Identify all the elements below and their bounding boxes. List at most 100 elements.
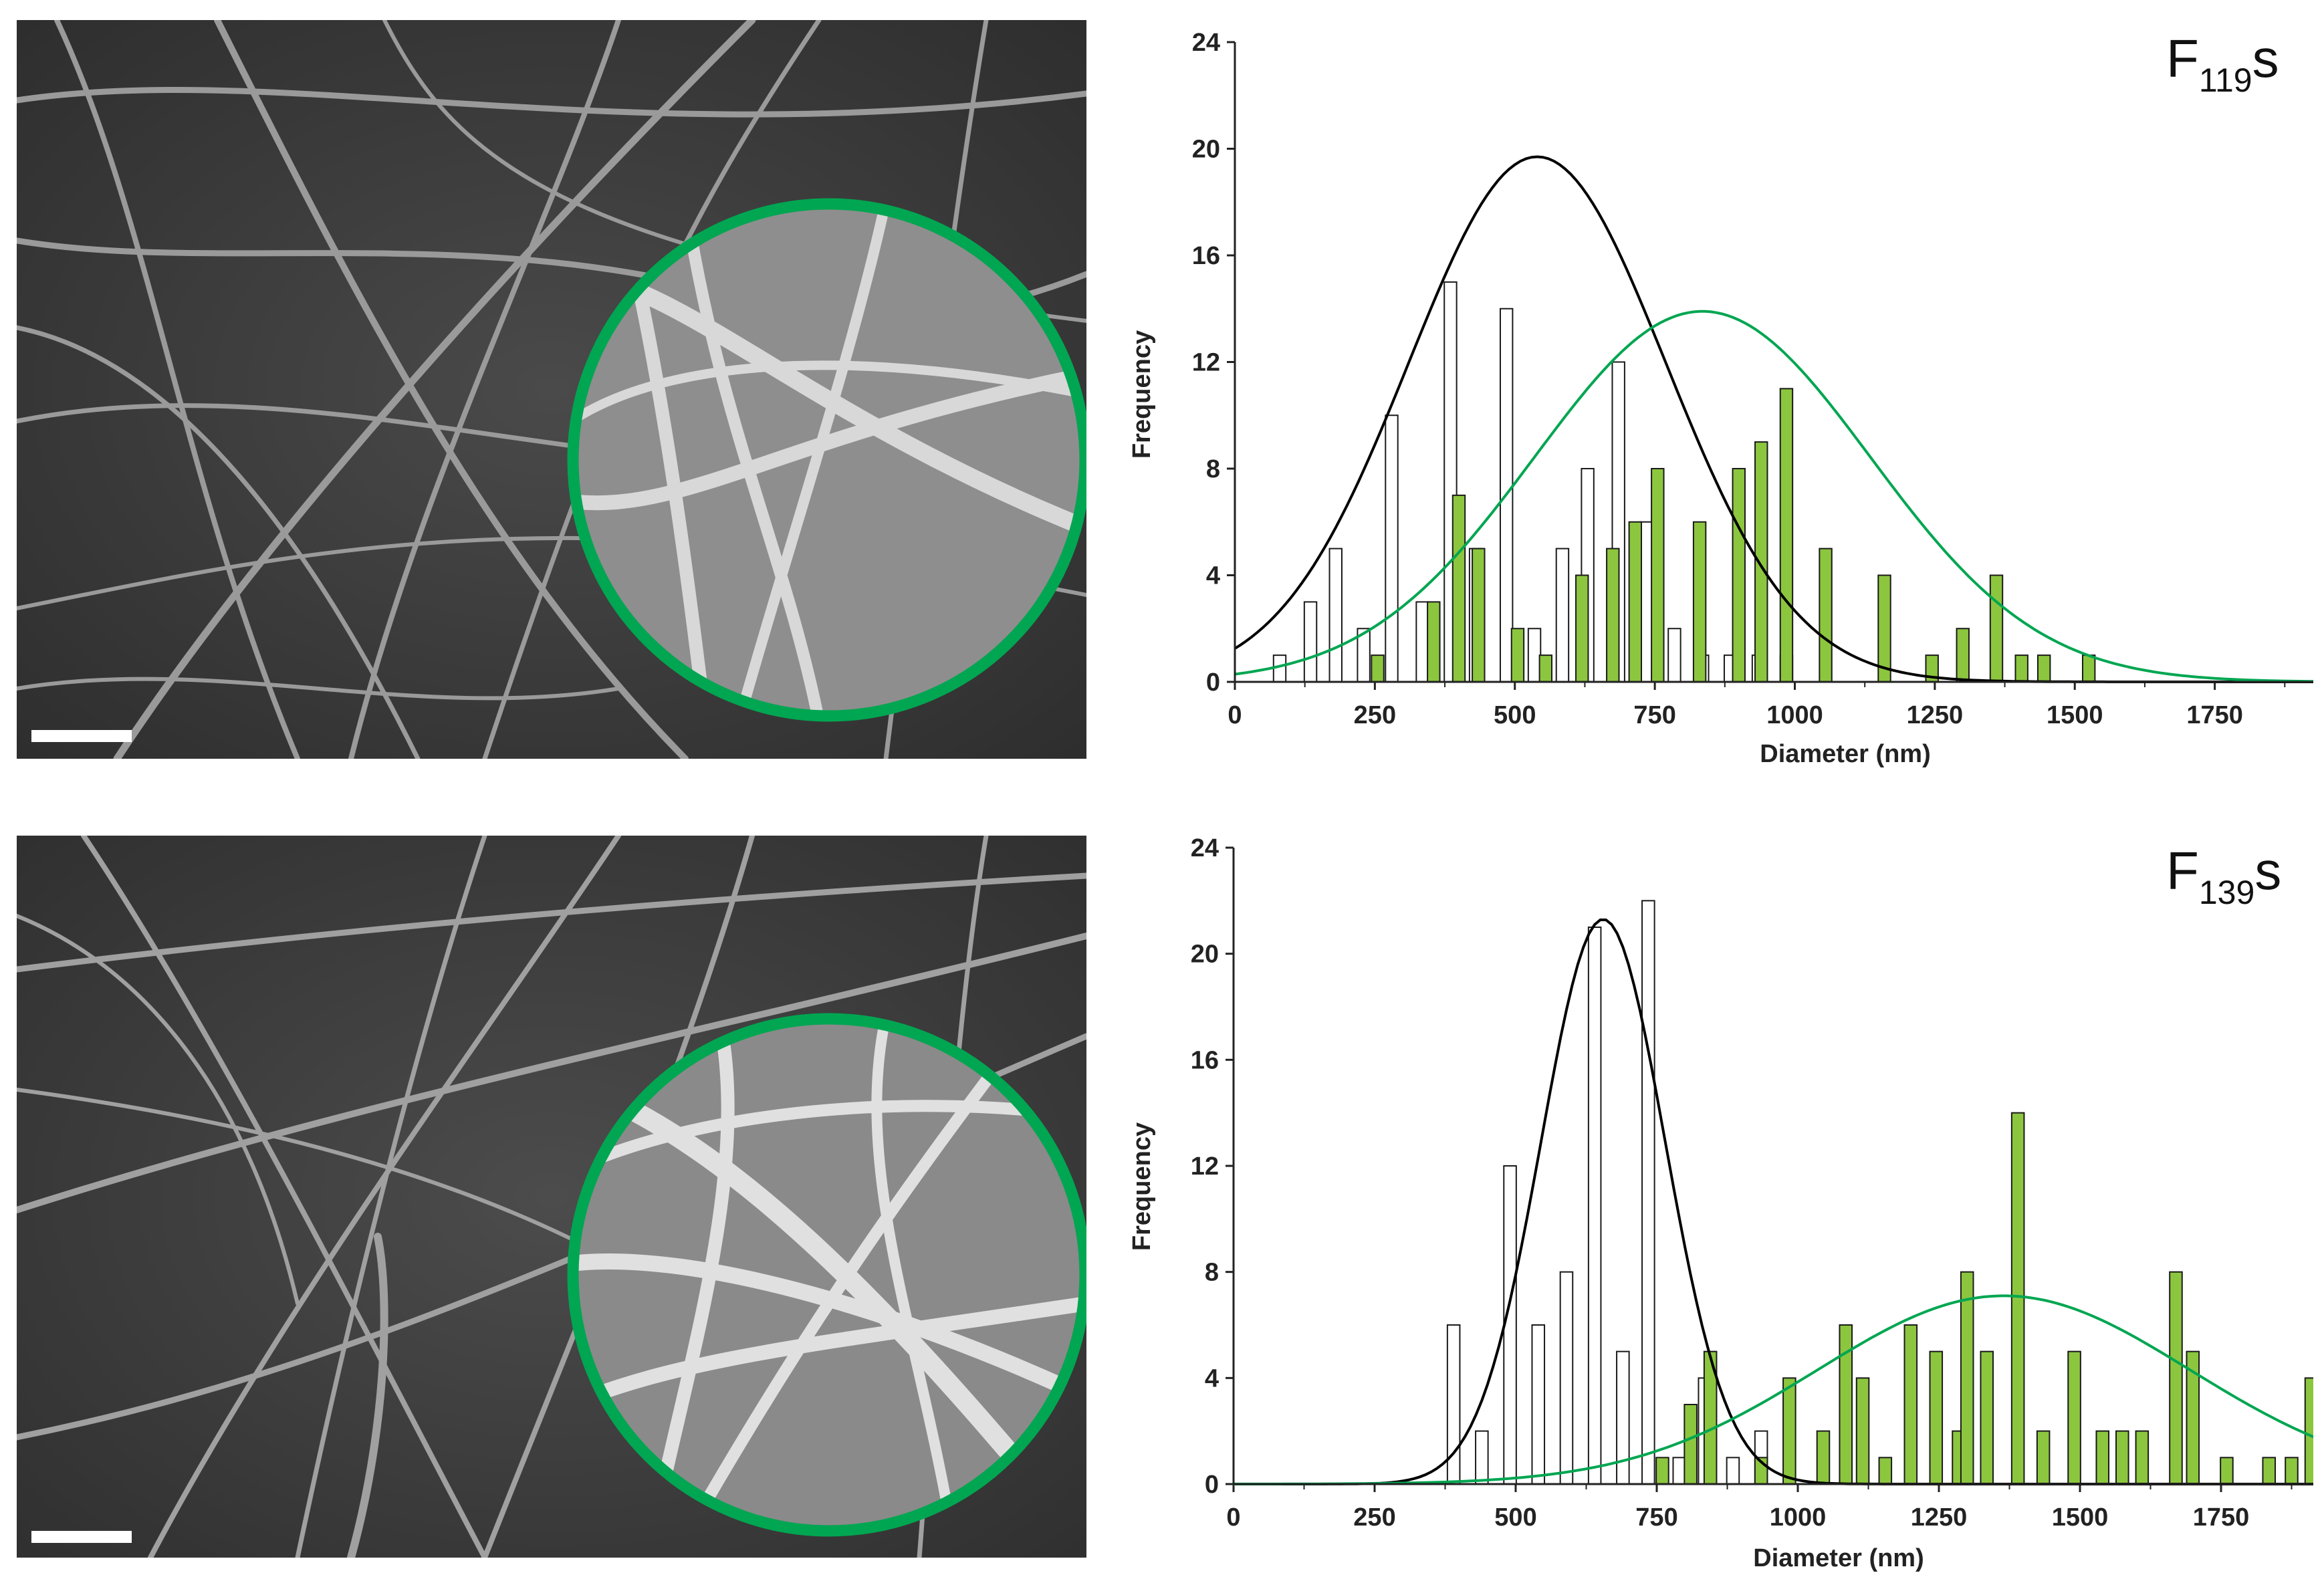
bar-green (1782, 1377, 1796, 1485)
x-tick-label: 1000 (1770, 1503, 1827, 1532)
bar-green (1472, 548, 1486, 683)
bar-green (2262, 1457, 2277, 1485)
bar-green (2135, 1430, 2149, 1485)
bar-green (1878, 1457, 1893, 1485)
bar-green (1655, 1457, 1669, 1485)
bar-white (1475, 1430, 1489, 1485)
bar-green (1956, 628, 1970, 683)
y-tick-label: 8 (1206, 455, 1220, 483)
scale-bar-icon (31, 730, 132, 742)
bar-white (1559, 1271, 1574, 1485)
x-tick-label: 1500 (2052, 1503, 2109, 1532)
x-tick-label: 1750 (2186, 701, 2243, 729)
bar-white (1726, 1457, 1740, 1485)
y-tick-label: 16 (1191, 1046, 1219, 1074)
bar-white (1527, 628, 1542, 683)
sem-image-f119s (17, 20, 1086, 759)
histogram-chart-f119s: F119s 0 4 8 12 16 20 24 0 250 500 750 1000 1250 1500… (1128, 29, 2313, 768)
bar-white (1672, 1457, 1687, 1485)
y-axis-label: Frequency (1128, 330, 1156, 459)
bar-green (1451, 494, 1466, 683)
bar-green (2220, 1457, 2234, 1485)
chart-title: F139s (2166, 841, 2281, 911)
bar-green (2304, 1377, 2313, 1485)
x-tick-label: 750 (1635, 1503, 1677, 1532)
bar-white (1328, 548, 1343, 683)
bar-green (1692, 521, 1707, 683)
x-tick-label: 250 (1353, 1503, 1395, 1532)
bar-green (1989, 574, 2004, 683)
y-tick-label: 0 (1205, 1471, 1219, 1499)
y-tick-label: 4 (1206, 562, 1220, 590)
bar-green (2037, 654, 2051, 683)
bar-white (1641, 900, 1655, 1485)
bar-green (2067, 1350, 2081, 1485)
bar-green (1754, 441, 1768, 683)
bar-green (2169, 1271, 2183, 1485)
x-tick-label: 1750 (2193, 1503, 2250, 1532)
bar-green (2014, 654, 2028, 683)
fiber-micrograph-icon (17, 836, 1086, 1558)
x-tick-label: 500 (1494, 1503, 1536, 1532)
y-tick-label: 20 (1191, 941, 1219, 969)
bar-white (1415, 601, 1429, 683)
bar-white (1531, 1324, 1546, 1485)
histogram-chart-f139s: F139s 0 4 8 12 16 20 24 0 250 500 750 1000 1250 1500… (1128, 834, 2313, 1572)
bar-green (2285, 1457, 2299, 1485)
fiber-micrograph-icon (17, 20, 1086, 759)
y-tick-label: 12 (1191, 1153, 1219, 1181)
bar-green (1816, 1430, 1831, 1485)
y-tick-label: 4 (1205, 1364, 1219, 1392)
bar-green (1510, 628, 1525, 683)
bar-green (1779, 388, 1794, 683)
sem-image-f139s (17, 836, 1086, 1558)
bar-green (1732, 468, 1746, 683)
x-tick-label: 1250 (1907, 701, 1964, 729)
bar-green (1651, 468, 1665, 683)
x-axis-label: Diameter (nm) (1753, 1544, 1924, 1572)
fit-curve-green-fit (1234, 1294, 2313, 1485)
x-axis-label: Diameter (nm) (1760, 740, 1931, 768)
bar-white (1555, 548, 1570, 683)
x-tick-label: 0 (1228, 701, 1242, 729)
chart-title: F119s (2166, 29, 2279, 99)
bar-green (2115, 1430, 2129, 1485)
bar-green (1980, 1350, 1994, 1485)
bar-white (1446, 1324, 1461, 1485)
bar-green (1903, 1324, 1918, 1485)
bar-green (2095, 1430, 2110, 1485)
bar-green (2010, 1112, 2025, 1485)
x-tick-label: 250 (1354, 701, 1396, 729)
x-tick-label: 750 (1633, 701, 1675, 729)
y-tick-label: 24 (1192, 29, 1220, 57)
bar-green (1538, 654, 1553, 683)
bar-green (1427, 601, 1441, 683)
y-tick-label: 20 (1192, 136, 1220, 164)
bar-green (1855, 1377, 1870, 1485)
bar-green (1628, 521, 1643, 683)
x-tick-label: 1500 (2047, 701, 2103, 729)
x-tick-label: 1000 (1766, 701, 1823, 729)
x-tick-label: 1250 (1911, 1503, 1968, 1532)
bar-green (1575, 574, 1589, 683)
bar-green (1819, 548, 1833, 683)
x-tick-label: 500 (1494, 701, 1536, 729)
bar-white (1303, 601, 1318, 683)
y-tick-label: 12 (1192, 349, 1220, 377)
bar-white (1639, 521, 1653, 683)
y-tick-label: 16 (1192, 242, 1220, 270)
bar-green (1929, 1350, 1944, 1485)
y-tick-label: 8 (1205, 1259, 1219, 1287)
scale-bar-icon (31, 1531, 132, 1543)
y-axis-label: Frequency (1128, 1122, 1156, 1251)
y-tick-label: 0 (1206, 669, 1220, 697)
fit-curve-green-fit (1234, 310, 2313, 683)
bar-green (1606, 548, 1620, 683)
x-tick-label: 0 (1226, 1503, 1240, 1532)
fit-curve-white-fit (1234, 919, 2313, 1485)
bar-green (1371, 654, 1385, 683)
bar-white (1587, 927, 1602, 1485)
bar-green (1960, 1271, 1974, 1485)
bar-white (1385, 414, 1399, 683)
bar-green (2036, 1430, 2051, 1485)
